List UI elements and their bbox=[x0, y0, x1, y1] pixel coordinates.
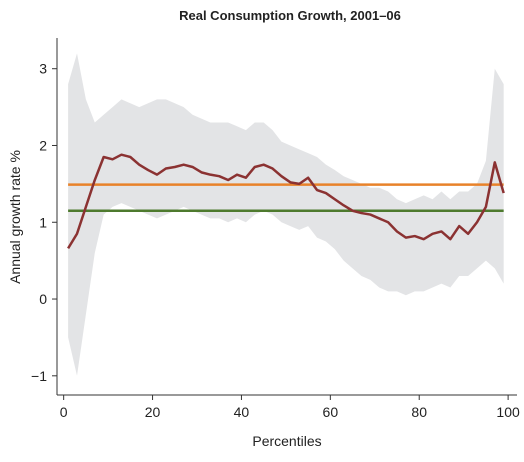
y-tick-label: 3 bbox=[39, 61, 47, 77]
x-tick-label: 20 bbox=[145, 404, 161, 420]
y-tick-label: 0 bbox=[39, 291, 47, 307]
x-tick-label: 40 bbox=[234, 404, 250, 420]
x-tick-label: 100 bbox=[496, 404, 520, 420]
x-tick-label: 80 bbox=[411, 404, 427, 420]
y-tick-label: 1 bbox=[39, 214, 47, 230]
chart-title: Real Consumption Growth, 2001–06 bbox=[179, 8, 401, 23]
x-tick-label: 0 bbox=[60, 404, 68, 420]
y-axis-label: Annual growth rate % bbox=[7, 150, 23, 284]
y-tick-label: −1 bbox=[31, 368, 47, 384]
data-line bbox=[67, 153, 505, 250]
y-tick-label: 2 bbox=[39, 137, 47, 153]
x-axis-label: Percentiles bbox=[252, 433, 321, 449]
confidence-band bbox=[68, 53, 504, 376]
x-tick-label: 60 bbox=[323, 404, 339, 420]
